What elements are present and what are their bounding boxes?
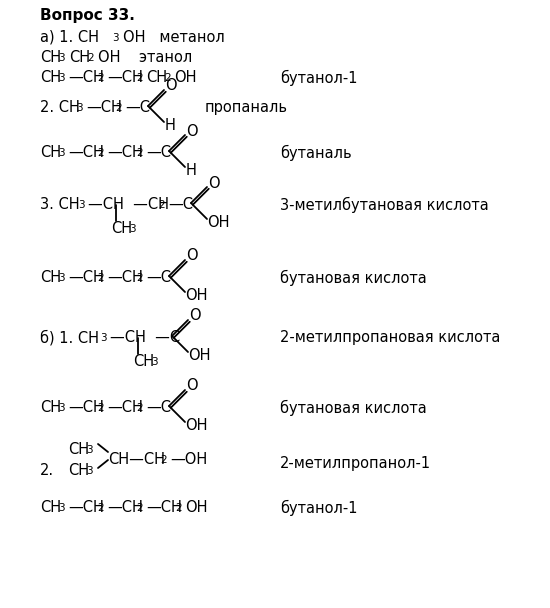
Text: —CH: —CH — [107, 270, 143, 285]
Text: CH: CH — [40, 70, 61, 85]
Text: OH: OH — [188, 348, 211, 363]
Text: —C: —C — [146, 145, 171, 160]
Text: 3: 3 — [58, 503, 65, 513]
Text: OH    этанол: OH этанол — [98, 50, 192, 65]
Text: 2: 2 — [136, 503, 142, 513]
Text: —C: —C — [168, 197, 193, 212]
Text: 3: 3 — [151, 357, 158, 367]
Text: 2.: 2. — [40, 463, 54, 478]
Text: OH: OH — [185, 418, 207, 433]
Text: —CH: —CH — [68, 70, 104, 85]
Text: —C: —C — [146, 270, 171, 285]
Text: 2: 2 — [158, 200, 164, 210]
Text: —CH: —CH — [107, 70, 143, 85]
Text: 3-метилбутановая кислота: 3-метилбутановая кислота — [280, 197, 489, 213]
Text: —CH: —CH — [86, 100, 122, 115]
Text: —CH: —CH — [68, 270, 104, 285]
Text: CH: CH — [69, 50, 90, 65]
Text: CH: CH — [111, 221, 132, 236]
Text: 3: 3 — [100, 333, 107, 343]
Text: —C: —C — [146, 400, 171, 415]
Text: 2: 2 — [136, 273, 142, 283]
Text: 2: 2 — [97, 73, 103, 83]
Text: —OH: —OH — [170, 452, 207, 467]
Text: бутанол-1: бутанол-1 — [280, 70, 358, 86]
Text: H: H — [186, 163, 197, 178]
Text: 3: 3 — [58, 403, 65, 413]
Text: 3: 3 — [86, 445, 92, 455]
Text: Вопрос 33.: Вопрос 33. — [40, 8, 135, 23]
Text: 2: 2 — [175, 503, 182, 513]
Text: —CH  —CH: —CH —CH — [88, 197, 169, 212]
Text: OH: OH — [174, 70, 196, 85]
Text: —CH: —CH — [68, 400, 104, 415]
Text: 2: 2 — [136, 403, 142, 413]
Text: 2: 2 — [87, 53, 94, 63]
Text: 3: 3 — [76, 103, 82, 113]
Text: —CH: —CH — [146, 500, 182, 515]
Text: бутанол-1: бутанол-1 — [280, 500, 358, 516]
Text: 2: 2 — [97, 403, 103, 413]
Text: CH: CH — [133, 354, 154, 369]
Text: CH: CH — [146, 70, 167, 85]
Text: —CH: —CH — [68, 500, 104, 515]
Text: —CH: —CH — [107, 145, 143, 160]
Text: CH: CH — [68, 463, 89, 478]
Text: 2: 2 — [97, 503, 103, 513]
Text: CH: CH — [40, 50, 61, 65]
Text: 2: 2 — [97, 273, 103, 283]
Text: H: H — [165, 118, 176, 133]
Text: 3: 3 — [58, 73, 65, 83]
Text: 3: 3 — [78, 200, 85, 210]
Text: OH: OH — [207, 215, 229, 230]
Text: 3. CH: 3. CH — [40, 197, 80, 212]
Text: O: O — [186, 123, 197, 139]
Text: 2: 2 — [97, 148, 103, 158]
Text: бутановая кислота: бутановая кислота — [280, 400, 427, 416]
Text: CH: CH — [40, 270, 61, 285]
Text: O: O — [186, 379, 197, 393]
Text: 2: 2 — [136, 73, 142, 83]
Text: —CH: —CH — [68, 145, 104, 160]
Text: 2: 2 — [160, 455, 167, 465]
Text: —CH: —CH — [107, 500, 143, 515]
Text: OH   метанол: OH метанол — [123, 30, 225, 45]
Text: 2: 2 — [164, 73, 170, 83]
Text: O: O — [186, 249, 197, 263]
Text: 3: 3 — [112, 33, 119, 43]
Text: пропаналь: пропаналь — [205, 100, 288, 115]
Text: —C: —C — [125, 100, 150, 115]
Text: CH: CH — [40, 400, 61, 415]
Text: 3: 3 — [86, 466, 92, 476]
Text: O: O — [189, 308, 201, 323]
Text: —CH: —CH — [107, 400, 143, 415]
Text: б) 1. CH: б) 1. CH — [40, 330, 99, 346]
Text: а) 1. CH: а) 1. CH — [40, 30, 99, 45]
Text: —CH  —C: —CH —C — [110, 330, 180, 345]
Text: 2-метилпропановая кислота: 2-метилпропановая кислота — [280, 330, 500, 345]
Text: O: O — [208, 176, 219, 190]
Text: 3: 3 — [58, 148, 65, 158]
Text: OH: OH — [185, 288, 207, 303]
Text: 3: 3 — [58, 273, 65, 283]
Text: бутановая кислота: бутановая кислота — [280, 270, 427, 286]
Text: 2-метилпропанол-1: 2-метилпропанол-1 — [280, 456, 431, 471]
Text: 2: 2 — [136, 148, 142, 158]
Text: 2: 2 — [115, 103, 122, 113]
Text: CH: CH — [40, 145, 61, 160]
Text: 3: 3 — [58, 53, 65, 63]
Text: бутаналь: бутаналь — [280, 145, 351, 161]
Text: CH—CH: CH—CH — [108, 452, 165, 467]
Text: CH: CH — [68, 442, 89, 457]
Text: 3: 3 — [129, 224, 136, 234]
Text: 2. CH: 2. CH — [40, 100, 80, 115]
Text: OH: OH — [185, 500, 207, 515]
Text: O: O — [165, 78, 177, 94]
Text: CH: CH — [40, 500, 61, 515]
